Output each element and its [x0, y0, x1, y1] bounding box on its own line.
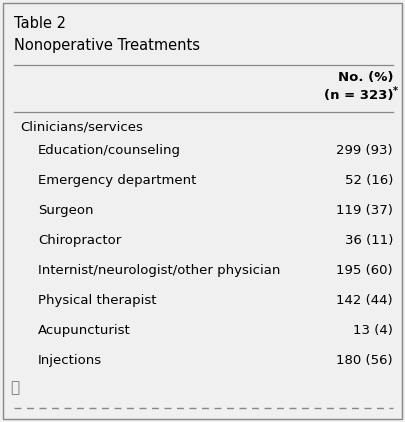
- Text: Clinicians/services: Clinicians/services: [20, 120, 143, 133]
- Text: No. (%): No. (%): [337, 71, 393, 84]
- Text: 119 (37): 119 (37): [336, 204, 393, 217]
- Text: Acupuncturist: Acupuncturist: [38, 324, 131, 337]
- Text: Nonoperative Treatments: Nonoperative Treatments: [14, 38, 200, 53]
- Text: Physical therapist: Physical therapist: [38, 294, 156, 307]
- Text: Table 2: Table 2: [14, 16, 66, 31]
- Text: Surgeon: Surgeon: [38, 204, 94, 217]
- Text: 36 (11): 36 (11): [345, 234, 393, 247]
- Text: 142 (44): 142 (44): [337, 294, 393, 307]
- Text: 299 (93): 299 (93): [337, 144, 393, 157]
- Text: 195 (60): 195 (60): [337, 264, 393, 277]
- Text: Emergency department: Emergency department: [38, 174, 196, 187]
- Text: *: *: [393, 86, 398, 96]
- Text: Chiropractor: Chiropractor: [38, 234, 121, 247]
- Text: 180 (56): 180 (56): [337, 354, 393, 367]
- Text: (n = 323): (n = 323): [324, 89, 393, 102]
- Text: Internist/neurologist/other physician: Internist/neurologist/other physician: [38, 264, 280, 277]
- Text: 👤: 👤: [10, 380, 19, 395]
- FancyBboxPatch shape: [3, 3, 402, 419]
- Text: 13 (4): 13 (4): [353, 324, 393, 337]
- Text: 52 (16): 52 (16): [345, 174, 393, 187]
- Text: Education/counseling: Education/counseling: [38, 144, 181, 157]
- Text: Injections: Injections: [38, 354, 102, 367]
